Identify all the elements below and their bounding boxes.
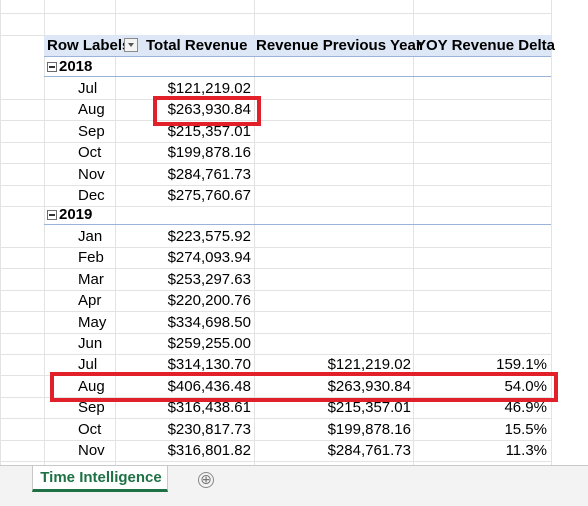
grid-row-line — [0, 184, 551, 186]
grid-row-line — [0, 289, 551, 291]
month-cell[interactable]: Aug — [78, 101, 105, 119]
month-cell[interactable]: Aug — [78, 377, 105, 395]
revenue-previous-year-cell[interactable]: $121,219.02 — [327, 356, 411, 374]
sheet-tab-time-intelligence[interactable]: Time Intelligence — [32, 466, 168, 492]
group-separator — [44, 224, 551, 225]
grid-row-line — [0, 13, 551, 14]
total-revenue-cell[interactable]: $316,801.82 — [167, 442, 251, 459]
revenue-previous-year-cell[interactable]: $284,761.73 — [327, 442, 411, 459]
row-labels-filter-button[interactable] — [124, 38, 138, 52]
total-revenue-cell[interactable]: $263,930.84 — [167, 101, 251, 119]
total-revenue-cell[interactable]: $406,436.48 — [167, 377, 251, 395]
month-cell[interactable]: Nov — [78, 442, 105, 459]
grid-row-line — [0, 418, 551, 420]
total-revenue-cell[interactable]: $274,093.94 — [167, 249, 251, 267]
highlight-box-2019-aug-row — [50, 372, 558, 402]
row-labels-header[interactable]: Row Labels — [47, 37, 131, 54]
grid-row-line — [0, 247, 551, 248]
month-cell[interactable]: May — [78, 313, 107, 331]
grid-column-line — [254, 0, 255, 465]
month-cell[interactable]: Jul — [78, 356, 98, 374]
total-revenue-cell[interactable]: $284,761.73 — [167, 165, 251, 183]
revenue-previous-year-cell[interactable]: $199,878.16 — [327, 420, 411, 438]
grid-row-line — [0, 396, 551, 398]
pivot-header-row — [44, 35, 551, 57]
yoy-revenue-delta-header[interactable]: YOY Revenue Delta — [416, 37, 555, 54]
yoy-revenue-delta-cell[interactable]: 54.0% — [504, 377, 547, 395]
month-cell[interactable]: Feb — [78, 249, 104, 267]
grid-row-line — [0, 99, 551, 100]
grid-row-line — [0, 439, 551, 441]
grid-row-line — [0, 268, 551, 270]
month-cell[interactable]: Oct — [78, 420, 102, 438]
grid-column-line — [413, 0, 414, 465]
total-revenue-cell[interactable]: $275,760.67 — [167, 187, 251, 204]
month-cell[interactable]: Apr — [78, 292, 102, 310]
collapse-2018-icon[interactable] — [47, 62, 57, 72]
grid-row-line — [0, 206, 551, 207]
total-revenue-cell[interactable]: $334,698.50 — [167, 313, 251, 331]
month-cell[interactable]: Jan — [78, 228, 103, 245]
chevron-down-icon — [128, 43, 134, 47]
grid-row-line — [0, 163, 551, 165]
grid-column-line — [0, 0, 1, 465]
grid-row-line — [0, 354, 551, 355]
add-sheet-icon[interactable]: ⊕ — [198, 472, 214, 488]
total-revenue-cell[interactable]: $316,438.61 — [167, 399, 251, 417]
revenue-previous-year-cell[interactable]: $215,357.01 — [327, 399, 411, 417]
total-revenue-cell[interactable]: $230,817.73 — [167, 420, 251, 438]
grid-row-line — [0, 461, 551, 462]
total-revenue-cell[interactable]: $314,130.70 — [167, 356, 251, 374]
yoy-revenue-delta-cell[interactable]: 159.1% — [496, 356, 547, 374]
grid-row-line — [0, 141, 551, 143]
total-revenue-cell[interactable]: $220,200.76 — [167, 292, 251, 310]
total-revenue-cell[interactable]: $253,297.63 — [167, 270, 251, 288]
plus-circle-icon: ⊕ — [200, 471, 212, 487]
grid-row-line — [0, 332, 551, 334]
month-cell[interactable]: Mar — [78, 270, 104, 288]
grid-column-line — [551, 0, 552, 465]
month-cell[interactable]: Dec — [78, 187, 105, 204]
revenue-previous-year-cell[interactable]: $263,930.84 — [327, 377, 411, 395]
grid-column-line — [115, 0, 116, 465]
month-cell[interactable]: Oct — [78, 144, 102, 162]
total-revenue-header[interactable]: Total Revenue — [146, 37, 248, 54]
month-cell[interactable]: Sep — [78, 399, 105, 417]
sheet-tab-label: Time Intelligence — [40, 469, 162, 486]
month-cell[interactable]: Sep — [78, 122, 105, 140]
month-cell[interactable]: Jul — [78, 80, 98, 97]
grid-column-line — [44, 0, 45, 465]
year-2018-label[interactable]: 2018 — [59, 58, 93, 75]
grid-row-line — [0, 120, 551, 122]
month-cell[interactable]: Jun — [78, 335, 103, 352]
yoy-revenue-delta-cell[interactable]: 11.3% — [505, 442, 547, 459]
yoy-revenue-delta-cell[interactable]: 46.9% — [504, 399, 547, 417]
total-revenue-cell[interactable]: $259,255.00 — [167, 335, 251, 352]
month-cell[interactable]: Nov — [78, 165, 105, 183]
grid-row-line — [0, 311, 551, 313]
revenue-previous-year-header[interactable]: Revenue Previous Year — [256, 37, 422, 54]
total-revenue-cell[interactable]: $223,575.92 — [167, 228, 251, 245]
group-separator — [44, 76, 551, 77]
collapse-2019-icon[interactable] — [47, 210, 57, 220]
highlight-box-2018-aug — [153, 96, 261, 126]
total-revenue-cell[interactable]: $121,219.02 — [167, 80, 251, 97]
year-2019-label[interactable]: 2019 — [59, 206, 93, 223]
total-revenue-cell[interactable]: $199,878.16 — [167, 144, 251, 162]
total-revenue-cell[interactable]: $215,357.01 — [167, 122, 251, 140]
yoy-revenue-delta-cell[interactable]: 15.5% — [504, 420, 547, 438]
